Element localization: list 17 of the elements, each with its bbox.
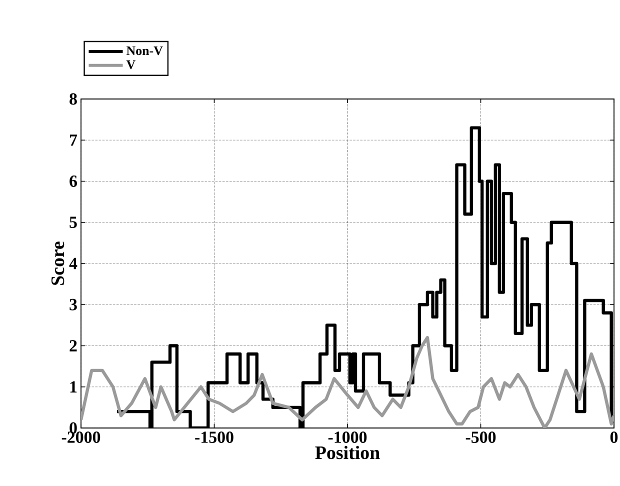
x-tick-label: -2000 bbox=[62, 432, 100, 443]
y-tick-label: 8 bbox=[70, 93, 77, 105]
legend-label: Non-V bbox=[126, 46, 163, 56]
y-tick-label: 1 bbox=[70, 381, 77, 392]
legend-label: V bbox=[126, 60, 136, 70]
x-tick-label: -500 bbox=[466, 432, 496, 443]
x-tick-label: -1500 bbox=[195, 432, 234, 443]
y-tick-label: 4 bbox=[69, 258, 78, 270]
y-axis-title: Score bbox=[51, 242, 64, 285]
y-tick-label: 7 bbox=[70, 134, 78, 146]
x-tick-label: -1000 bbox=[328, 432, 367, 443]
x-axis-title: Position bbox=[315, 446, 380, 460]
x-tick-label: 0 bbox=[610, 432, 618, 443]
y-tick-label: 6 bbox=[70, 176, 77, 187]
y-tick-label: 5 bbox=[70, 216, 77, 228]
y-tick-label: 2 bbox=[70, 340, 77, 352]
y-tick-label: 3 bbox=[70, 298, 77, 310]
